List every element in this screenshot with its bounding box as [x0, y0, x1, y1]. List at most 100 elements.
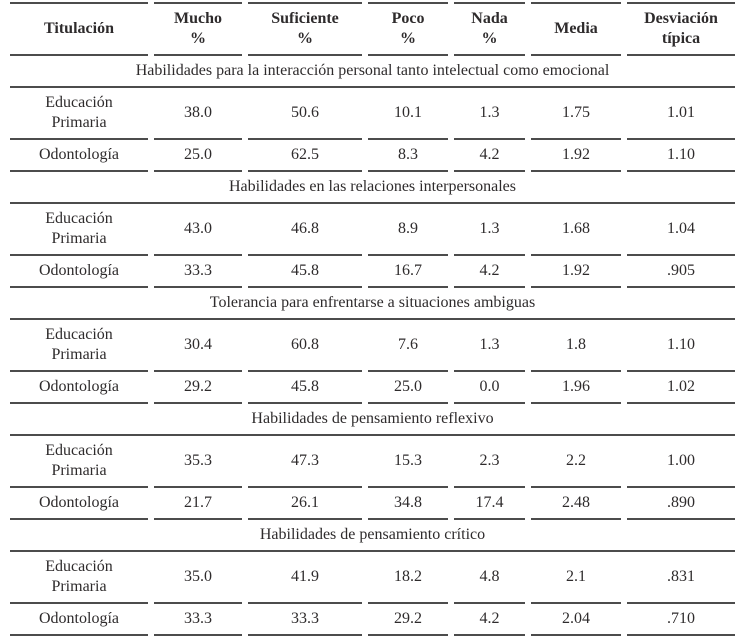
cell-mucho: 38.0 — [154, 88, 242, 140]
cell-nada: 4.8 — [454, 552, 525, 604]
row-label: Educación Primaria — [10, 88, 148, 140]
table-row: Educación Primaria 43.0 46.8 8.9 1.3 1.6… — [10, 204, 735, 256]
cell-media: 1.68 — [531, 204, 621, 256]
cell-mucho: 30.4 — [154, 320, 242, 372]
cell-nada: 2.3 — [454, 436, 525, 488]
header-desviacion-tipica: Desviación típica — [627, 2, 735, 56]
cell-media: 1.96 — [531, 372, 621, 404]
cell-nada: 4.2 — [454, 256, 525, 288]
cell-media: 1.92 — [531, 256, 621, 288]
cell-suficiente: 47.3 — [248, 436, 362, 488]
cell-media: 2.48 — [531, 488, 621, 520]
row-label: Educación Primaria — [10, 552, 148, 604]
cell-suficiente: 50.6 — [248, 88, 362, 140]
cell-suficiente: 45.8 — [248, 372, 362, 404]
cell-mucho: 35.0 — [154, 552, 242, 604]
header-poco: Poco % — [368, 2, 448, 56]
cell-desviacion: 1.02 — [627, 372, 735, 404]
cell-suficiente: 62.5 — [248, 140, 362, 172]
row-label: Odontología — [10, 604, 148, 636]
cell-desviacion: 1.04 — [627, 204, 735, 256]
header-titulacion: Titulación — [10, 2, 148, 56]
cell-nada: 4.2 — [454, 140, 525, 172]
cell-desviacion: .710 — [627, 604, 735, 636]
cell-poco: 16.7 — [368, 256, 448, 288]
row-label: Odontología — [10, 372, 148, 404]
section-title: Habilidades de pensamiento crítico — [10, 520, 735, 552]
row-label: Educación Primaria — [10, 436, 148, 488]
cell-poco: 18.2 — [368, 552, 448, 604]
cell-desviacion: 1.10 — [627, 140, 735, 172]
table-row: Educación Primaria 38.0 50.6 10.1 1.3 1.… — [10, 88, 735, 140]
header-row: Titulación Mucho % Suficiente % Poco % N… — [10, 2, 735, 56]
cell-poco: 7.6 — [368, 320, 448, 372]
row-label: Educación Primaria — [10, 204, 148, 256]
cell-poco: 15.3 — [368, 436, 448, 488]
cell-media: 2.1 — [531, 552, 621, 604]
cell-nada: 1.3 — [454, 88, 525, 140]
cell-desviacion: 1.01 — [627, 88, 735, 140]
results-table: Titulación Mucho % Suficiente % Poco % N… — [4, 2, 741, 636]
section-title-row: Habilidades de pensamiento crítico — [10, 520, 735, 552]
cell-nada: 0.0 — [454, 372, 525, 404]
header-nada: Nada % — [454, 2, 525, 56]
cell-desviacion: 1.10 — [627, 320, 735, 372]
cell-suficiente: 60.8 — [248, 320, 362, 372]
table-row: Odontología 29.2 45.8 25.0 0.0 1.96 1.02 — [10, 372, 735, 404]
table-row: Educación Primaria 35.3 47.3 15.3 2.3 2.… — [10, 436, 735, 488]
cell-poco: 34.8 — [368, 488, 448, 520]
table-row: Odontología 33.3 45.8 16.7 4.2 1.92 .905 — [10, 256, 735, 288]
cell-desviacion: 1.00 — [627, 436, 735, 488]
table-row: Odontología 33.3 33.3 29.2 4.2 2.04 .710 — [10, 604, 735, 636]
cell-mucho: 25.0 — [154, 140, 242, 172]
cell-mucho: 43.0 — [154, 204, 242, 256]
cell-mucho: 29.2 — [154, 372, 242, 404]
cell-mucho: 35.3 — [154, 436, 242, 488]
section-title: Habilidades de pensamiento reflexivo — [10, 404, 735, 436]
cell-media: 1.92 — [531, 140, 621, 172]
cell-desviacion: .905 — [627, 256, 735, 288]
cell-poco: 25.0 — [368, 372, 448, 404]
cell-mucho: 21.7 — [154, 488, 242, 520]
cell-nada: 4.2 — [454, 604, 525, 636]
cell-poco: 29.2 — [368, 604, 448, 636]
table-row: Educación Primaria 35.0 41.9 18.2 4.8 2.… — [10, 552, 735, 604]
header-mucho: Mucho % — [154, 2, 242, 56]
cell-media: 2.2 — [531, 436, 621, 488]
cell-nada: 17.4 — [454, 488, 525, 520]
section-title-row: Habilidades en las relaciones interperso… — [10, 172, 735, 204]
cell-media: 1.8 — [531, 320, 621, 372]
table-row: Odontología 25.0 62.5 8.3 4.2 1.92 1.10 — [10, 140, 735, 172]
header-suficiente: Suficiente % — [248, 2, 362, 56]
row-label: Odontología — [10, 256, 148, 288]
table-row: Educación Primaria 30.4 60.8 7.6 1.3 1.8… — [10, 320, 735, 372]
cell-poco: 8.9 — [368, 204, 448, 256]
cell-suficiente: 33.3 — [248, 604, 362, 636]
section-title: Habilidades para la interacción personal… — [10, 56, 735, 88]
cell-suficiente: 26.1 — [248, 488, 362, 520]
cell-desviacion: .831 — [627, 552, 735, 604]
cell-media: 1.75 — [531, 88, 621, 140]
cell-media: 2.04 — [531, 604, 621, 636]
row-label: Educación Primaria — [10, 320, 148, 372]
cell-suficiente: 46.8 — [248, 204, 362, 256]
section-title: Tolerancia para enfrentarse a situacione… — [10, 288, 735, 320]
cell-nada: 1.3 — [454, 204, 525, 256]
section-title: Habilidades en las relaciones interperso… — [10, 172, 735, 204]
cell-suficiente: 45.8 — [248, 256, 362, 288]
cell-suficiente: 41.9 — [248, 552, 362, 604]
row-label: Odontología — [10, 140, 148, 172]
cell-mucho: 33.3 — [154, 256, 242, 288]
section-title-row: Habilidades para la interacción personal… — [10, 56, 735, 88]
section-title-row: Tolerancia para enfrentarse a situacione… — [10, 288, 735, 320]
cell-poco: 10.1 — [368, 88, 448, 140]
row-label: Odontología — [10, 488, 148, 520]
cell-poco: 8.3 — [368, 140, 448, 172]
cell-mucho: 33.3 — [154, 604, 242, 636]
table-row: Odontología 21.7 26.1 34.8 17.4 2.48 .89… — [10, 488, 735, 520]
header-media: Media — [531, 2, 621, 56]
cell-desviacion: .890 — [627, 488, 735, 520]
cell-nada: 1.3 — [454, 320, 525, 372]
section-title-row: Habilidades de pensamiento reflexivo — [10, 404, 735, 436]
